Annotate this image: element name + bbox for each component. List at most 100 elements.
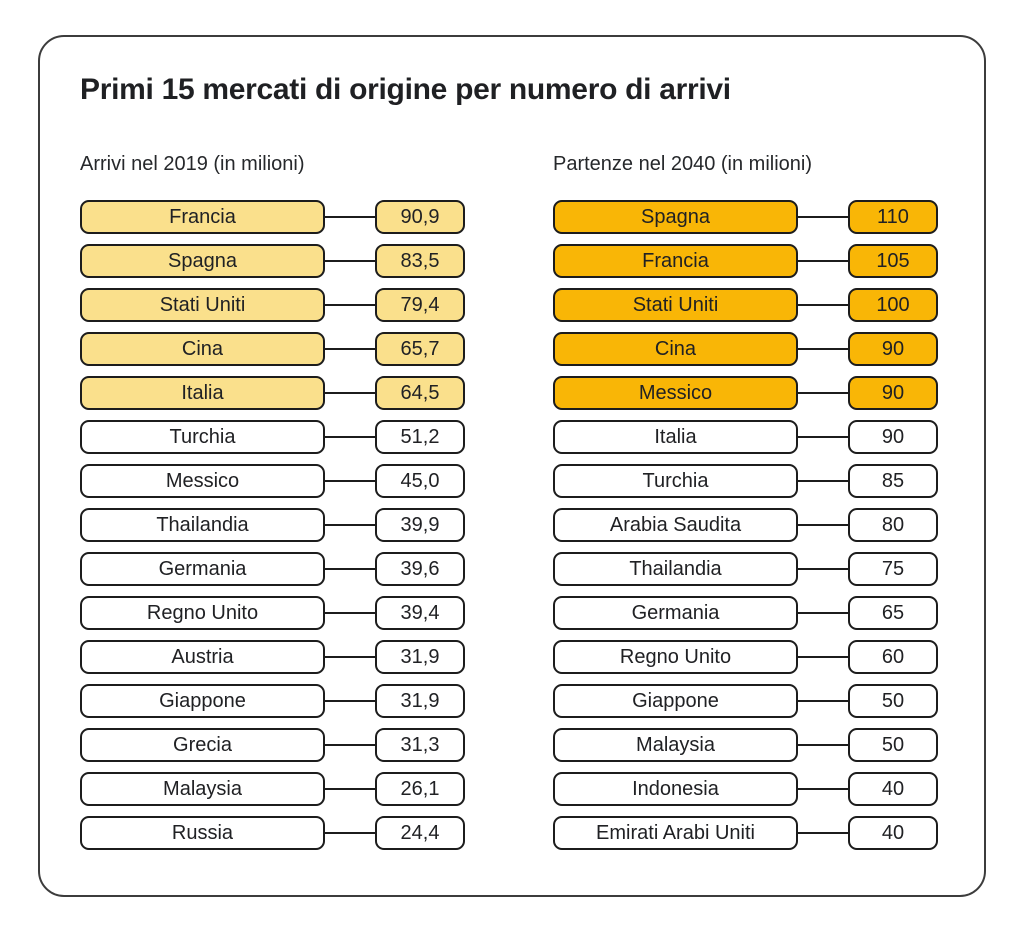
- country-name: Italia: [181, 381, 224, 404]
- value-box: 85: [848, 464, 938, 498]
- connector-line: [325, 480, 375, 482]
- value-text: 51,2: [400, 425, 440, 448]
- value-text: 90: [881, 425, 905, 448]
- value-text: 39,4: [400, 601, 440, 624]
- value-box: 64,5: [375, 376, 465, 410]
- connector-line: [325, 436, 375, 438]
- table-row: Turchia 85: [553, 464, 938, 498]
- table-row: Messico 45,0: [80, 464, 465, 498]
- value-text: 105: [876, 249, 910, 272]
- connector-line: [325, 568, 375, 570]
- value-box: 65: [848, 596, 938, 630]
- connector-line: [798, 700, 848, 702]
- table-row: Francia 90,9: [80, 200, 465, 234]
- connector-line: [798, 260, 848, 262]
- country-label-box: Arabia Saudita: [553, 508, 798, 542]
- country-label-box: Giappone: [80, 684, 325, 718]
- country-name: Italia: [654, 425, 697, 448]
- country-name: Thailandia: [629, 557, 722, 580]
- country-label-box: Thailandia: [553, 552, 798, 586]
- table-row: Indonesia 40: [553, 772, 938, 806]
- table-row: Stati Uniti 100: [553, 288, 938, 322]
- country-label-box: Messico: [553, 376, 798, 410]
- country-label-box: Germania: [553, 596, 798, 630]
- value-text: 64,5: [400, 381, 440, 404]
- value-box: 51,2: [375, 420, 465, 454]
- country-name: Germania: [631, 601, 720, 624]
- value-text: 100: [876, 293, 910, 316]
- connector-line: [325, 392, 375, 394]
- value-box: 50: [848, 728, 938, 762]
- connector-line: [325, 216, 375, 218]
- table-row: Giappone 31,9: [80, 684, 465, 718]
- country-label-box: Turchia: [80, 420, 325, 454]
- connector-line: [798, 304, 848, 306]
- table-row: Malaysia 26,1: [80, 772, 465, 806]
- table-row: Turchia 51,2: [80, 420, 465, 454]
- country-label-box: Francia: [80, 200, 325, 234]
- table-row: Thailandia 75: [553, 552, 938, 586]
- value-box: 50: [848, 684, 938, 718]
- connector-line: [325, 744, 375, 746]
- country-label-box: Grecia: [80, 728, 325, 762]
- table-row: Malaysia 50: [553, 728, 938, 762]
- infographic-card: Primi 15 mercati di origine per numero d…: [38, 35, 986, 897]
- country-name: Malaysia: [636, 733, 715, 756]
- connector-line: [798, 788, 848, 790]
- table-row: Spagna 83,5: [80, 244, 465, 278]
- country-name: Cina: [654, 337, 697, 360]
- connector-line: [325, 524, 375, 526]
- value-box: 60: [848, 640, 938, 674]
- country-label-box: Cina: [80, 332, 325, 366]
- table-row: Cina 90: [553, 332, 938, 366]
- country-name: Regno Unito: [146, 601, 259, 624]
- country-name: Spagna: [641, 205, 710, 228]
- country-name: Giappone: [632, 689, 719, 712]
- value-text: 90: [881, 381, 905, 404]
- connector-line: [798, 568, 848, 570]
- country-label-box: Thailandia: [80, 508, 325, 542]
- connector-line: [325, 612, 375, 614]
- country-name: Germania: [158, 557, 247, 580]
- table-row: Russia 24,4: [80, 816, 465, 850]
- value-text: 39,6: [400, 557, 440, 580]
- connector-line: [798, 436, 848, 438]
- table-row: Francia 105: [553, 244, 938, 278]
- country-name: Regno Unito: [619, 645, 732, 668]
- country-label-box: Turchia: [553, 464, 798, 498]
- country-label-box: Spagna: [553, 200, 798, 234]
- value-text: 24,4: [400, 821, 440, 844]
- rows-departures-2040: Spagna 110 Francia 105 Stati Uniti 100 Cina 90 M…: [553, 200, 938, 850]
- column-header-departures-2040: Partenze nel 2040 (in milioni): [553, 153, 813, 175]
- value-text: 26,1: [400, 777, 440, 800]
- country-label-box: Austria: [80, 640, 325, 674]
- value-box: 83,5: [375, 244, 465, 278]
- value-box: 65,7: [375, 332, 465, 366]
- connector-line: [798, 348, 848, 350]
- table-row: Stati Uniti 79,4: [80, 288, 465, 322]
- country-name: Stati Uniti: [632, 293, 719, 316]
- connector-line: [325, 700, 375, 702]
- value-box: 100: [848, 288, 938, 322]
- value-box: 40: [848, 772, 938, 806]
- table-row: Regno Unito 39,4: [80, 596, 465, 630]
- country-name: Thailandia: [156, 513, 249, 536]
- value-text: 31,9: [400, 689, 440, 712]
- value-box: 105: [848, 244, 938, 278]
- value-text: 39,9: [400, 513, 440, 536]
- value-text: 65,7: [400, 337, 440, 360]
- country-name: Turchia: [169, 425, 236, 448]
- value-box: 90: [848, 332, 938, 366]
- country-name: Stati Uniti: [159, 293, 246, 316]
- country-name: Grecia: [173, 733, 232, 756]
- page-title: Primi 15 mercati di origine per numero d…: [80, 73, 731, 106]
- table-row: Spagna 110: [553, 200, 938, 234]
- country-label-box: Indonesia: [553, 772, 798, 806]
- connector-line: [798, 524, 848, 526]
- country-name: Giappone: [159, 689, 246, 712]
- country-label-box: Spagna: [80, 244, 325, 278]
- country-name: Francia: [642, 249, 709, 272]
- table-row: Italia 90: [553, 420, 938, 454]
- country-label-box: Germania: [80, 552, 325, 586]
- value-text: 40: [881, 777, 905, 800]
